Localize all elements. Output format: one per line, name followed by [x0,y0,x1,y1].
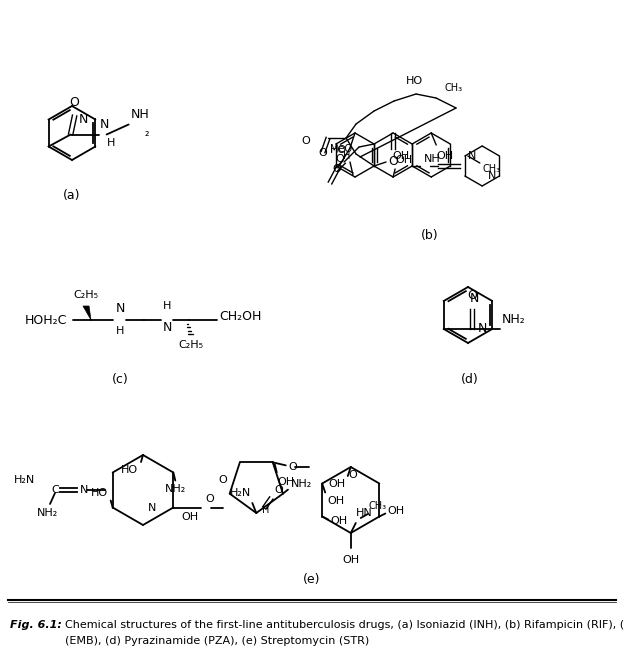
Text: OH: OH [392,151,409,161]
Text: C₂H₅: C₂H₅ [178,340,203,350]
Text: N: N [163,321,172,334]
Text: OH: OH [395,155,412,165]
Text: C₂H₅: C₂H₅ [74,290,99,300]
Text: OH: OH [182,513,198,523]
Text: OH: OH [388,507,404,517]
Text: N: N [468,151,476,161]
Text: HO: HO [90,487,108,497]
Text: N: N [470,292,479,305]
Text: OH: OH [278,477,295,487]
Text: (e): (e) [303,573,321,587]
Polygon shape [83,306,91,320]
Text: HO: HO [121,465,138,475]
Text: O: O [275,485,283,495]
Text: N: N [488,171,497,181]
Text: H: H [343,151,350,161]
Text: CH₂OH: CH₂OH [219,309,261,323]
Text: (EMB), (d) Pyrazinamide (PZA), (e) Streptomycin (STR): (EMB), (d) Pyrazinamide (PZA), (e) Strep… [65,636,369,646]
Text: O: O [335,154,344,164]
Text: O: O [70,96,79,108]
Text: OH: OH [330,517,348,527]
Text: O: O [319,148,328,158]
Text: O: O [333,164,341,174]
Text: H₂N: H₂N [230,488,251,498]
Text: N: N [80,485,89,495]
Text: O: O [348,470,357,480]
Text: O: O [205,495,214,505]
Text: HO: HO [330,145,347,155]
Text: OH: OH [436,151,453,161]
Text: C: C [51,485,59,495]
Text: O: O [388,155,398,168]
Text: O: O [301,136,310,146]
Text: NH₂: NH₂ [36,508,57,518]
Text: H₂N: H₂N [14,475,35,485]
Text: (b): (b) [421,229,439,241]
Text: ₂: ₂ [145,128,149,138]
Text: N: N [100,118,109,130]
Text: (a): (a) [63,188,80,201]
Text: NH₂: NH₂ [165,485,186,495]
Text: Fig. 6.1:: Fig. 6.1: [10,620,62,630]
Text: N: N [148,503,157,513]
Text: NH: NH [424,154,441,164]
Text: H: H [163,301,172,311]
Text: N: N [79,113,89,126]
Text: HOH₂C: HOH₂C [25,313,67,327]
Text: OH: OH [329,479,346,489]
Text: OH: OH [342,555,359,565]
Text: H: H [262,505,270,515]
Text: OH: OH [327,495,344,505]
Text: O: O [289,462,298,472]
Text: HO: HO [406,76,422,86]
Text: N: N [478,323,487,336]
Text: O: O [218,475,227,485]
Text: MeO: MeO [330,144,352,154]
Text: NH₂: NH₂ [291,479,312,489]
Text: CH₃: CH₃ [444,83,462,93]
Text: N: N [116,302,125,315]
Text: (d): (d) [461,374,479,386]
Text: NH: NH [130,108,149,122]
Text: (c): (c) [112,374,129,386]
Text: CH₃: CH₃ [369,501,387,511]
Text: NH₂: NH₂ [502,313,525,326]
Text: O: O [467,289,477,302]
Text: CH₃: CH₃ [483,164,501,174]
Text: Chemical structures of the first-line antituberculosis drugs, (a) Isoniazid (INH: Chemical structures of the first-line an… [65,620,624,630]
Text: H: H [107,138,115,148]
Text: H: H [116,326,124,336]
Text: HN: HN [356,508,373,518]
